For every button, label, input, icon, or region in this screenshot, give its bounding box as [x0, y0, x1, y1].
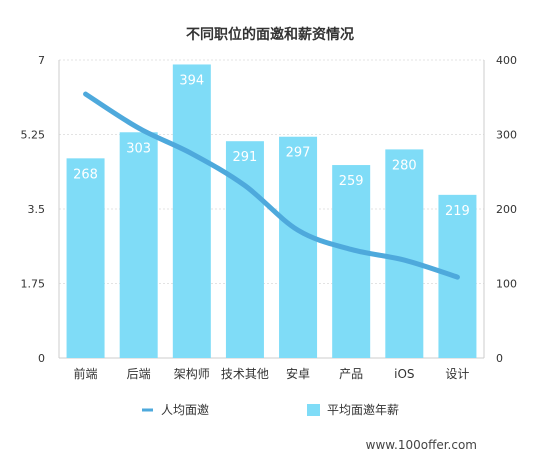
left-tick-label: 5.25 — [21, 129, 46, 142]
left-axis-ticks: 0 1.75 3.5 5.25 7 — [21, 54, 46, 365]
chart-title: 不同职位的面邀和薪资情况 — [186, 26, 354, 43]
bar-value-label: 297 — [286, 146, 311, 161]
category-label: 前端 — [74, 366, 98, 381]
bar-value-label: 259 — [339, 174, 364, 189]
left-tick-label: 3.5 — [28, 203, 46, 216]
bar-value-label: 268 — [73, 167, 98, 182]
right-tick-label: 300 — [496, 129, 517, 142]
series-line — [83, 91, 460, 280]
left-tick-label: 0 — [38, 352, 45, 365]
category-label: 设计 — [445, 367, 469, 381]
category-label: 后端 — [127, 367, 151, 381]
bar — [66, 158, 105, 358]
bar-value-label: 394 — [179, 73, 204, 88]
legend: 人均面邀 平均面邀年薪 — [142, 402, 399, 417]
category-label: 架构师 — [174, 366, 210, 381]
left-tick-label: 1.75 — [21, 278, 46, 291]
bar-value-label: 280 — [392, 158, 417, 173]
bar-labels-group: 268 303 394 291 297 259 280 219 — [73, 73, 470, 218]
bar-value-label: 291 — [233, 150, 258, 165]
line-series-group — [83, 91, 460, 280]
right-axis-ticks: 0 100 200 300 400 — [496, 54, 517, 365]
category-label: 技术其他 — [221, 367, 269, 381]
bar-value-label: 219 — [445, 204, 470, 219]
bar — [385, 149, 424, 358]
right-tick-label: 100 — [496, 278, 517, 291]
bar — [119, 132, 158, 358]
bar — [172, 64, 211, 358]
right-tick-label: 400 — [496, 54, 517, 67]
right-tick-label: 200 — [496, 203, 517, 216]
bar-value-label: 303 — [126, 141, 151, 156]
category-label: 安卓 — [286, 366, 310, 381]
legend-line-label: 人均面邀 — [161, 402, 209, 417]
left-tick-label: 7 — [38, 54, 45, 67]
bar — [279, 136, 318, 358]
bar — [332, 165, 371, 358]
category-label: 产品 — [339, 367, 363, 381]
category-label: iOS — [394, 367, 414, 381]
right-tick-label: 0 — [496, 352, 503, 365]
source-text: www.100offer.com — [366, 438, 477, 452]
category-labels: 前端 后端 架构师 技术其他 安卓 产品 iOS 设计 — [74, 366, 470, 381]
legend-bar-label: 平均面邀年薪 — [327, 402, 399, 417]
legend-bar-swatch — [307, 404, 320, 416]
